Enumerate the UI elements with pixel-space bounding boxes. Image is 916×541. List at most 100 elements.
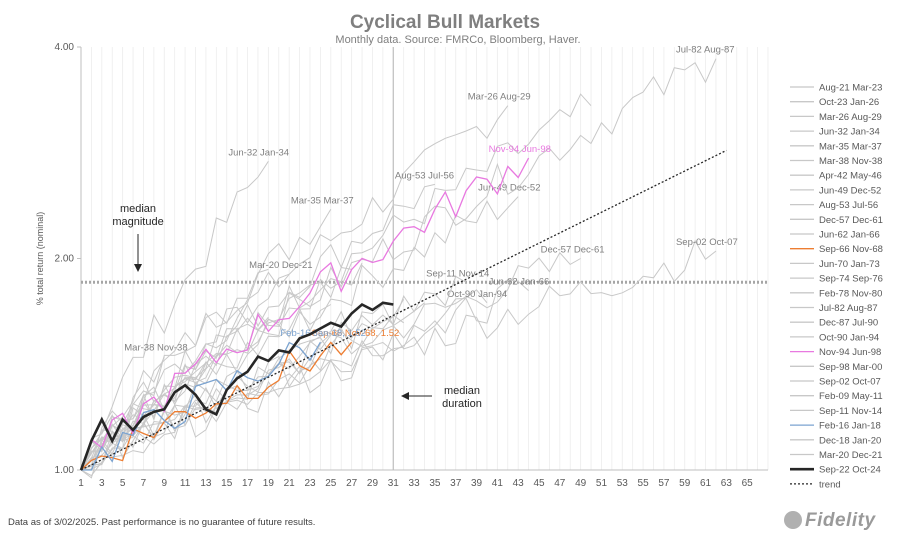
series-jun-49-dec-52-label: Jun-49 Dec-52 [478, 183, 540, 194]
chart-title: Cyclical Bull Markets [350, 12, 540, 33]
x-tick-label: 43 [513, 478, 525, 489]
legend-item: Sep-11 Nov-14 [819, 406, 882, 417]
legend-item: Jun-49 Dec-52 [819, 185, 881, 196]
footnote: Data as of 3/02/2025. Past performance i… [8, 517, 316, 528]
x-tick-label: 33 [409, 478, 421, 489]
y-axis-label: % total return (nominal) [35, 212, 45, 306]
fidelity-logo-icon [784, 511, 802, 529]
x-tick-label: 27 [346, 478, 358, 489]
legend-item: Feb-16 Jan-18 [819, 421, 881, 432]
series-mar-20-dec-21 [80, 273, 290, 471]
series-feb-09-may-11 [80, 266, 352, 471]
legend-item: Sep-98 Mar-00 [819, 362, 882, 373]
x-tick-label: 61 [700, 478, 712, 489]
legend-item: Jul-82 Aug-87 [819, 303, 878, 314]
x-tick-label: 13 [200, 478, 212, 489]
median-duration-arrowhead [401, 392, 409, 400]
fidelity-logo: Fidelity [784, 510, 876, 532]
x-tick-label: 57 [658, 478, 670, 489]
median-magnitude-arrowhead [134, 264, 142, 272]
x-tick-label: 63 [721, 478, 733, 489]
series-feb-78-nov-80 [80, 302, 425, 471]
series-jun-32-jan-34-label: Jun-32 Jan-34 [228, 147, 289, 158]
legend-item: Apr-42 May-46 [819, 171, 882, 182]
series-sep-66-nov-68-label: Sep-66 Nov-68, 1.52 [312, 328, 400, 339]
series-aug-53-jul-56-label: Aug-53 Jul-56 [395, 170, 454, 181]
chart-subtitle: Monthly data. Source: FMRCo, Bloomberg, … [335, 34, 580, 46]
series-sep-98-mar-00 [80, 316, 269, 471]
legend-box [785, 76, 867, 496]
median-magnitude-callout: magnitude [112, 216, 163, 228]
series-dec-87-jul-90 [80, 314, 404, 477]
x-tick-label: 53 [617, 478, 629, 489]
legend-item: Mar-26 Aug-29 [819, 112, 882, 123]
fidelity-logo-text: Fidelity [805, 510, 876, 531]
x-tick-label: 29 [367, 478, 379, 489]
x-tick-label: 49 [575, 478, 587, 489]
series-jun-62-jan-66-label: Jun-62 Jan-66 [489, 277, 550, 288]
series-dec-57-dec-61-label: Dec-57 Dec-61 [541, 245, 605, 256]
series-mar-26-aug-29 [80, 105, 509, 471]
series-jun-70-jan-73 [80, 298, 405, 471]
legend-item: Sep-74 Sep-76 [819, 274, 883, 285]
legend-item: Feb-09 May-11 [819, 391, 883, 402]
x-tick-label: 51 [596, 478, 608, 489]
x-tick-label: 35 [429, 478, 441, 489]
series-sep-66-nov-68 [80, 341, 353, 471]
y-tick-label: 1.00 [55, 465, 75, 476]
legend-item: Feb-78 Nov-80 [819, 288, 882, 299]
legend-item: Oct-23 Jan-26 [819, 97, 879, 108]
series-mar-35-mar-37-label: Mar-35 Mar-37 [291, 195, 354, 206]
legend-item: Mar-38 Nov-38 [819, 156, 882, 167]
series-mar-38-nov-38-label: Mar-38 Nov-38 [124, 343, 187, 354]
series-dec-57-dec-61 [80, 251, 581, 471]
y-tick-label: 2.00 [55, 254, 75, 265]
x-tick-label: 1 [78, 478, 84, 489]
legend-item: Mar-20 Dec-21 [819, 450, 882, 461]
y-tick-label: 4.00 [55, 42, 75, 53]
legend-item: Mar-35 Mar-37 [819, 141, 882, 152]
legend-item: Dec-57 Dec-61 [819, 215, 883, 226]
legend-item: Nov-94 Jun-98 [819, 347, 881, 358]
median-duration-callout: duration [442, 398, 482, 410]
x-tick-label: 5 [120, 478, 126, 489]
x-tick-label: 31 [388, 478, 400, 489]
legend-item: Jun-32 Jan-34 [819, 127, 880, 138]
series-sep-11-nov-14-label: Sep-11 Nov-14 [426, 268, 489, 279]
legend-item: Dec-18 Jan-20 [819, 435, 881, 446]
x-tick-label: 55 [638, 478, 650, 489]
legend-item: Sep-02 Oct-07 [819, 377, 881, 388]
series-nov-94-jun-98-label: Nov-94 Jun-98 [489, 144, 551, 155]
x-tick-label: 3 [99, 478, 105, 489]
series-feb-16-jan-18 [81, 341, 321, 471]
legend-item: Aug-21 Mar-23 [819, 83, 882, 94]
legend-item: Sep-22 Oct-24 [819, 465, 881, 476]
series-feb-16-jan-18-label: Feb-16 Jan-18, 1.52 [280, 328, 366, 339]
x-tick-label: 19 [263, 478, 275, 489]
legend-item: trend [819, 479, 841, 490]
series-nov-94-jun-98 [80, 157, 530, 471]
x-tick-label: 17 [242, 478, 254, 489]
legend-item: Oct-90 Jan-94 [819, 332, 879, 343]
series-jun-32-jan-34 [80, 161, 269, 471]
x-tick-label: 7 [141, 478, 147, 489]
series-sep-02-oct-07-label: Sep-02 Oct-07 [676, 237, 738, 248]
x-tick-label: 9 [161, 478, 167, 489]
x-tick-label: 15 [221, 478, 233, 489]
series-jul-82-aug-87-label: Jul-82 Aug-87 [676, 45, 735, 56]
legend-item: Aug-53 Jul-56 [819, 200, 878, 211]
x-tick-label: 23 [304, 478, 316, 489]
x-tick-label: 21 [284, 478, 296, 489]
x-tick-label: 39 [471, 478, 483, 489]
series-trend [80, 149, 727, 471]
series-mar-26-aug-29-label: Mar-26 Aug-29 [468, 92, 531, 103]
series-sep-02-oct-07 [80, 239, 717, 471]
series-apr-42-may-46 [80, 93, 592, 471]
x-tick-label: 47 [554, 478, 566, 489]
x-tick-label: 65 [742, 478, 754, 489]
x-tick-label: 41 [492, 478, 504, 489]
series-dec-18-jan-20 [80, 362, 207, 471]
legend-item: Jun-70 Jan-73 [819, 259, 880, 270]
legend-item: Jun-62 Jan-66 [819, 230, 880, 241]
